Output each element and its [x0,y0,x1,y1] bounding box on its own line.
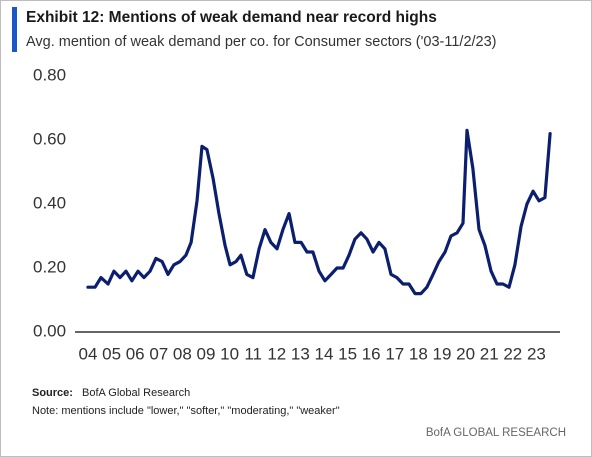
x-tick-label: 07 [149,344,168,363]
source-label: Source: [32,387,73,399]
data-line [86,128,552,296]
x-tick-label: 11 [244,344,262,363]
x-tick-label: 23 [527,344,546,363]
x-tick-label: 16 [362,344,381,363]
x-tick-label: 06 [126,344,145,363]
x-tick-label: 20 [456,344,475,363]
x-tick-label: 22 [503,344,522,363]
y-tick-label: 0.20 [33,257,66,276]
chart-subtitle: Avg. mention of weak demand per co. for … [26,34,497,50]
note: Note: mentions include "lower," "softer,… [32,405,340,417]
x-tick-label: 05 [102,344,121,363]
x-tick-label: 19 [433,344,452,363]
x-tick-label: 13 [291,344,310,363]
x-tick-label: 09 [197,344,216,363]
title-accent [12,7,17,52]
y-tick-label: 0.60 [33,129,66,148]
source: BofA Global Research [82,387,190,399]
chart-title: Exhibit 12: Mentions of weak demand near… [26,9,437,26]
x-tick-label: 14 [315,344,334,363]
x-tick-label: 21 [480,344,499,363]
x-tick-label: 10 [220,344,239,363]
x-tick-label: 08 [173,344,192,363]
x-tick-label: 04 [79,344,98,363]
x-tick-label: 18 [409,344,428,363]
x-tick-label: 12 [267,344,286,363]
credit: BofA GLOBAL RESEARCH [426,427,566,439]
x-tick-label: 17 [385,344,404,363]
y-tick-label: 0.40 [33,193,66,212]
y-tick-label: 0.80 [33,65,66,84]
x-tick-label: 15 [338,344,357,363]
y-tick-label: 0.00 [33,321,66,340]
